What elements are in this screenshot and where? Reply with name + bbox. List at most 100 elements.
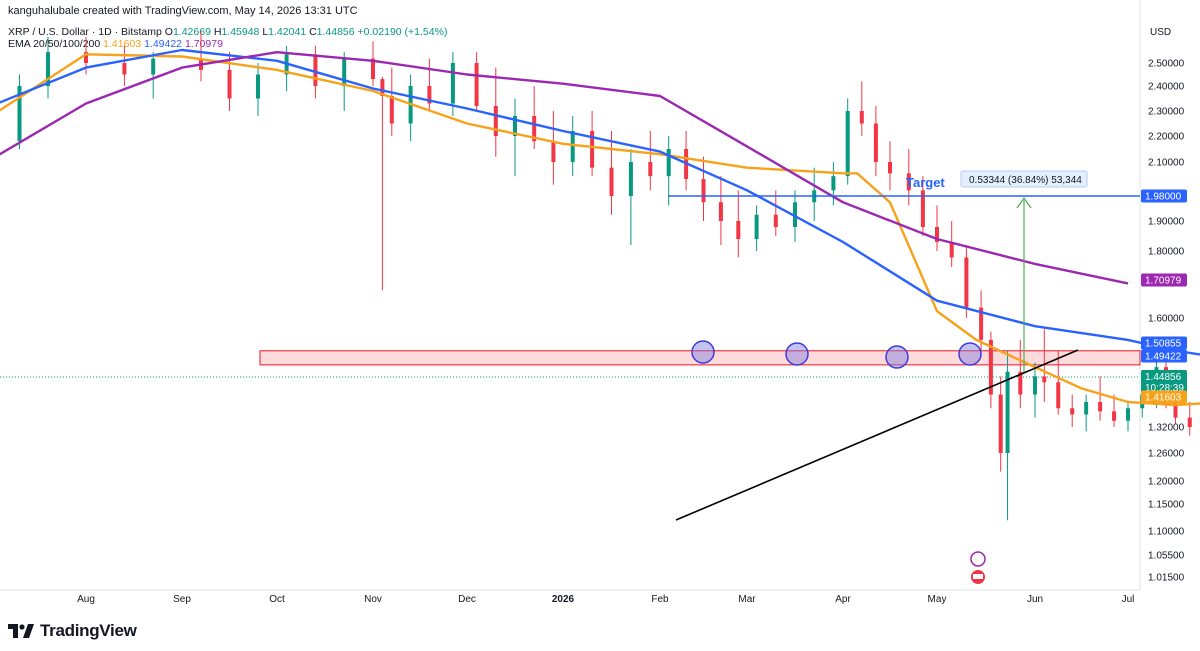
chart-credit: kanguhalubale created with TradingView.c… — [8, 5, 358, 17]
candle[interactable] — [793, 202, 797, 227]
candle[interactable] — [46, 52, 50, 86]
candle[interactable] — [888, 162, 892, 174]
candle[interactable] — [754, 214, 759, 239]
candle[interactable] — [1042, 376, 1047, 383]
time-tick-label: Mar — [738, 594, 756, 605]
low-value: 1.42041 — [268, 26, 307, 38]
time-tick-label: Apr — [835, 594, 851, 605]
price-tick-label: 1.32000 — [1148, 423, 1185, 434]
high-label: H — [213, 26, 222, 38]
candle[interactable] — [1056, 382, 1061, 409]
candle[interactable] — [773, 214, 778, 227]
candle[interactable] — [648, 162, 653, 177]
candle[interactable] — [513, 116, 517, 136]
candle[interactable] — [859, 111, 864, 124]
price-label: 1.44856 — [1145, 372, 1182, 383]
touch-circle — [885, 345, 909, 369]
candle[interactable] — [1018, 371, 1023, 395]
candle[interactable] — [666, 149, 671, 177]
time-tick-label: Sep — [173, 594, 191, 605]
candle[interactable] — [389, 96, 394, 124]
candle[interactable] — [736, 221, 741, 239]
candle[interactable] — [1126, 408, 1130, 421]
time-tick-label: May — [928, 594, 947, 605]
candle[interactable] — [873, 123, 878, 163]
price-label: 1.50855 — [1145, 339, 1182, 350]
candle[interactable] — [964, 257, 969, 308]
candle[interactable] — [906, 173, 911, 191]
candle[interactable] — [701, 179, 706, 203]
ema-legend[interactable]: EMA 20/50/100/200 1.41603 1.49422 1.7097… — [8, 38, 223, 50]
candle[interactable] — [493, 106, 498, 136]
time-tick-label: Feb — [651, 594, 669, 605]
dividend-icon[interactable] — [970, 551, 986, 567]
candle[interactable] — [570, 131, 575, 162]
candle[interactable] — [1005, 371, 1010, 453]
symbol-name[interactable]: XRP / U.S. Dollar · 1D · Bitstamp — [8, 26, 162, 38]
ema-label[interactable]: EMA 20/50/100/200 — [8, 38, 101, 50]
candle[interactable] — [979, 307, 984, 340]
candle[interactable] — [1187, 417, 1192, 427]
touch-circle — [691, 340, 715, 364]
candle[interactable] — [380, 79, 385, 96]
candle[interactable] — [628, 162, 633, 196]
price-tick-label: 2.30000 — [1148, 107, 1185, 118]
candle[interactable] — [371, 58, 375, 80]
candle[interactable] — [1070, 408, 1075, 415]
price-tick-label: 1.26000 — [1148, 449, 1185, 460]
candle[interactable] — [122, 63, 127, 75]
candle[interactable] — [1173, 402, 1178, 418]
candle[interactable] — [920, 190, 925, 227]
candle[interactable] — [590, 131, 595, 168]
tradingview-logo[interactable]: TradingView — [8, 619, 137, 643]
candle[interactable] — [998, 394, 1003, 453]
candle[interactable] — [949, 242, 954, 258]
candle[interactable] — [427, 86, 432, 104]
candle[interactable] — [845, 111, 850, 177]
close-value: 1.44856 — [316, 26, 355, 38]
candle[interactable] — [84, 52, 88, 63]
candle[interactable] — [935, 227, 939, 242]
tradingview-brand: TradingView — [40, 621, 137, 640]
price-tick-label: 2.40000 — [1148, 82, 1185, 93]
price-tick-label: 1.90000 — [1148, 217, 1185, 228]
candle[interactable] — [342, 58, 347, 86]
price-tick-label: 1.20000 — [1148, 477, 1185, 488]
candle[interactable] — [532, 116, 537, 142]
candle[interactable] — [831, 176, 836, 191]
price-label-bg — [1141, 390, 1187, 404]
candle[interactable] — [450, 63, 455, 104]
candle[interactable] — [718, 202, 723, 221]
candle[interactable] — [551, 141, 556, 162]
candle[interactable] — [313, 54, 318, 86]
candle[interactable] — [227, 69, 232, 99]
candle[interactable] — [256, 74, 260, 99]
measure-text: 0.53344 (36.84%) 53,344 — [969, 175, 1082, 186]
ema50-line[interactable] — [0, 48, 1200, 358]
candle[interactable] — [988, 339, 993, 395]
candle[interactable] — [17, 86, 22, 142]
candle[interactable] — [151, 58, 156, 75]
price-label: 1.98000 — [1145, 192, 1182, 203]
low-label: L — [262, 26, 269, 38]
price-tick-label: 2.20000 — [1148, 132, 1185, 143]
price-label: 1.41603 — [1145, 392, 1182, 403]
ema200-line[interactable] — [0, 51, 1129, 285]
change-value: +0.02190 (+1.54%) — [357, 26, 448, 38]
price-label-bg — [1141, 336, 1187, 350]
ascending-trendline[interactable] — [675, 349, 1079, 521]
candle[interactable] — [474, 63, 479, 106]
candle[interactable] — [1098, 402, 1103, 412]
countdown-label: 10:28:39 — [1145, 383, 1184, 394]
candle[interactable] — [1112, 411, 1117, 421]
candle[interactable] — [609, 167, 614, 196]
price-label: 1.70979 — [1145, 276, 1182, 287]
resistance-zone[interactable] — [259, 350, 1141, 366]
ema20-value: 1.41603 — [103, 38, 142, 50]
ema20-line[interactable] — [0, 53, 1200, 407]
candle[interactable] — [1084, 402, 1089, 415]
candle[interactable] — [1033, 376, 1037, 395]
time-tick-label: Jul — [1122, 594, 1135, 605]
price-tick-label: 1.10000 — [1148, 527, 1185, 538]
